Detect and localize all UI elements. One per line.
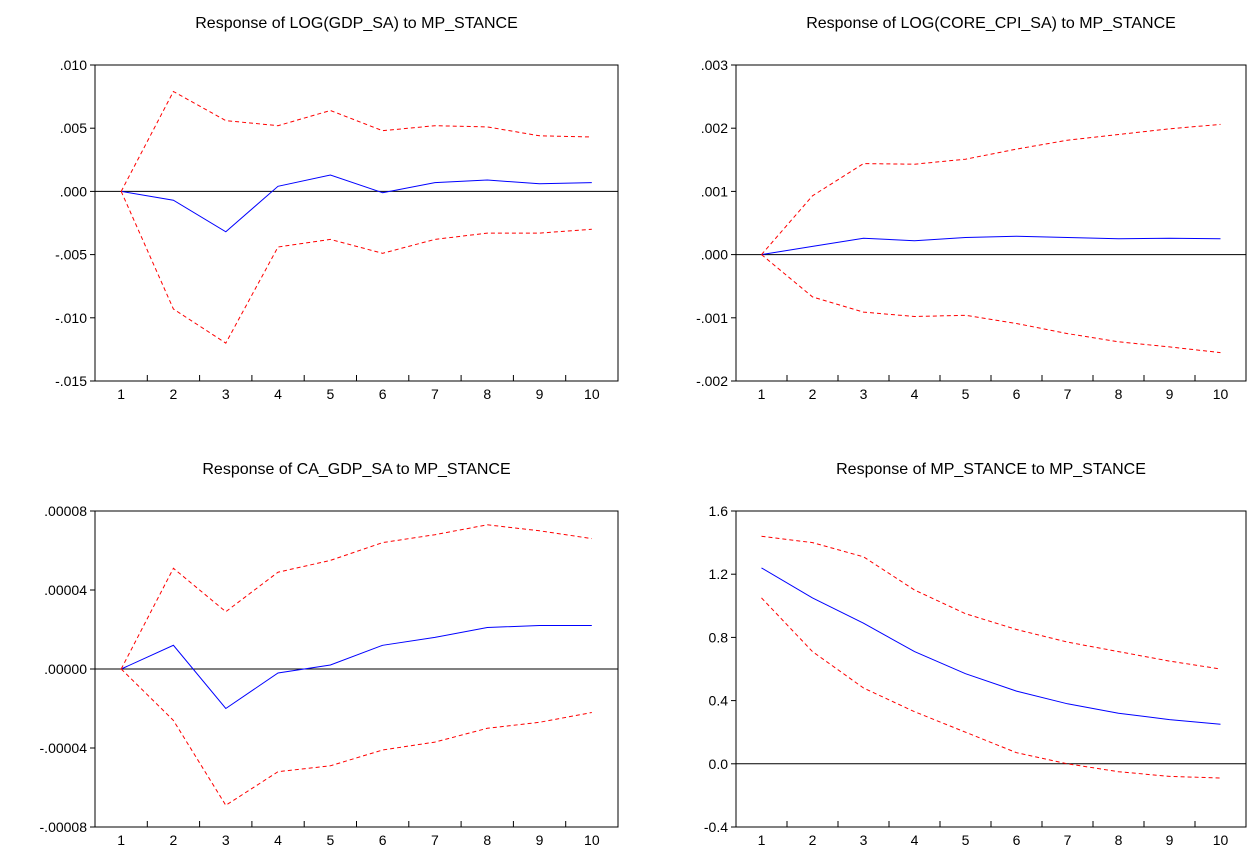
x-tick-label: 3 [860,386,868,402]
y-tick-label: .00000 [44,661,87,677]
confidence-band-line [761,254,1221,354]
x-tick-label: 7 [1064,386,1072,402]
plot-frame [94,64,619,382]
y-tick-label: 0.0 [709,756,729,772]
x-tick-label: 8 [483,386,491,402]
x-tick-label: 3 [222,832,230,848]
y-tick-label: -.015 [55,373,87,389]
x-tick-label: 9 [1166,832,1174,848]
y-tick-label: -.00008 [40,819,88,835]
impulse-response-line [120,625,592,710]
x-tick-label: 5 [326,832,334,848]
x-tick-label: 6 [1013,386,1021,402]
plot-frame [735,510,1247,828]
x-tick-label: 5 [326,386,334,402]
x-tick-label: 6 [379,832,387,848]
x-tick-label: 8 [1115,386,1123,402]
x-tick-label: 4 [274,832,282,848]
y-tick-label: -0.4 [704,819,728,835]
x-tick-label: 7 [1064,832,1072,848]
y-tick-label: .003 [701,57,728,73]
x-tick-label: 6 [379,386,387,402]
x-tick-label: 2 [170,386,178,402]
y-tick-label: -.00004 [40,740,88,756]
y-tick-label: -.002 [696,373,728,389]
plot-frame [735,64,1247,382]
x-tick-label: 7 [431,832,439,848]
x-tick-label: 10 [1213,832,1229,848]
x-tick-label: 4 [911,832,919,848]
y-tick-label: -.001 [696,310,728,326]
x-tick-label: 4 [911,386,919,402]
chart-panel-2: Response of LOG(CORE_CPI_SA) to MP_STANC… [696,15,1247,402]
confidence-band-line [120,524,592,670]
chart-title: Response of MP_STANCE to MP_STANCE [836,461,1146,478]
x-tick-label: 6 [1013,832,1021,848]
y-tick-label: 0.4 [709,693,729,709]
x-tick-label: 9 [536,386,544,402]
confidence-band-line [761,123,1221,255]
x-tick-label: 8 [483,832,491,848]
x-tick-label: 10 [1213,386,1229,402]
impulse-response-line [761,567,1221,725]
chart-title: Response of LOG(CORE_CPI_SA) to MP_STANC… [806,15,1176,32]
x-tick-label: 10 [584,386,600,402]
x-tick-label: 2 [170,832,178,848]
impulse-response-line [761,235,1221,256]
x-tick-label: 3 [860,832,868,848]
impulse-response-line [121,174,592,233]
chart-panel-4: Response of MP_STANCE to MP_STANCE 1.6 1.2… [704,461,1247,848]
y-tick-label: 1.2 [709,566,729,582]
x-tick-label: 8 [1115,832,1123,848]
x-tick-label: 5 [962,832,970,848]
x-tick-label: 9 [536,832,544,848]
chart-panel-1: Response of LOG(GDP_SA) to MP_STANCE .010… [55,15,619,402]
x-tick-label: 3 [222,386,230,402]
x-tick-label: 1 [758,386,766,402]
y-tick-label: -.005 [55,247,87,263]
x-tick-label: 2 [809,832,817,848]
y-tick-label: .000 [701,247,728,263]
y-tick-label: .00004 [44,582,87,598]
x-tick-label: 10 [584,832,600,848]
confidence-band-line [761,597,1221,779]
x-tick-label: 5 [962,386,970,402]
x-tick-label: 9 [1166,386,1174,402]
y-tick-label: .005 [60,120,87,136]
y-tick-label: .010 [60,57,87,73]
chart-title: Response of LOG(GDP_SA) to MP_STANCE [195,15,517,32]
confidence-band-line [120,668,592,806]
x-tick-label: 2 [809,386,817,402]
x-tick-label: 1 [117,386,125,402]
chart-title: Response of CA_GDP_SA to MP_STANCE [202,461,510,478]
y-tick-label: .002 [701,120,728,136]
x-tick-label: 1 [758,832,766,848]
x-tick-label: 4 [274,386,282,402]
confidence-band-line [120,90,592,192]
y-tick-label: .00008 [44,503,87,519]
chart-panel-3: Response of CA_GDP_SA to MP_STANCE .00008… [40,461,619,848]
x-tick-label: 1 [117,832,125,848]
y-tick-label: 1.6 [709,503,729,519]
confidence-band-line [761,535,1221,670]
x-tick-label: 7 [431,386,439,402]
y-tick-label: .001 [701,183,728,199]
y-tick-label: -.010 [55,310,87,326]
y-tick-label: 0.8 [709,629,729,645]
confidence-band-line [120,191,592,344]
y-tick-label: .000 [60,183,87,199]
